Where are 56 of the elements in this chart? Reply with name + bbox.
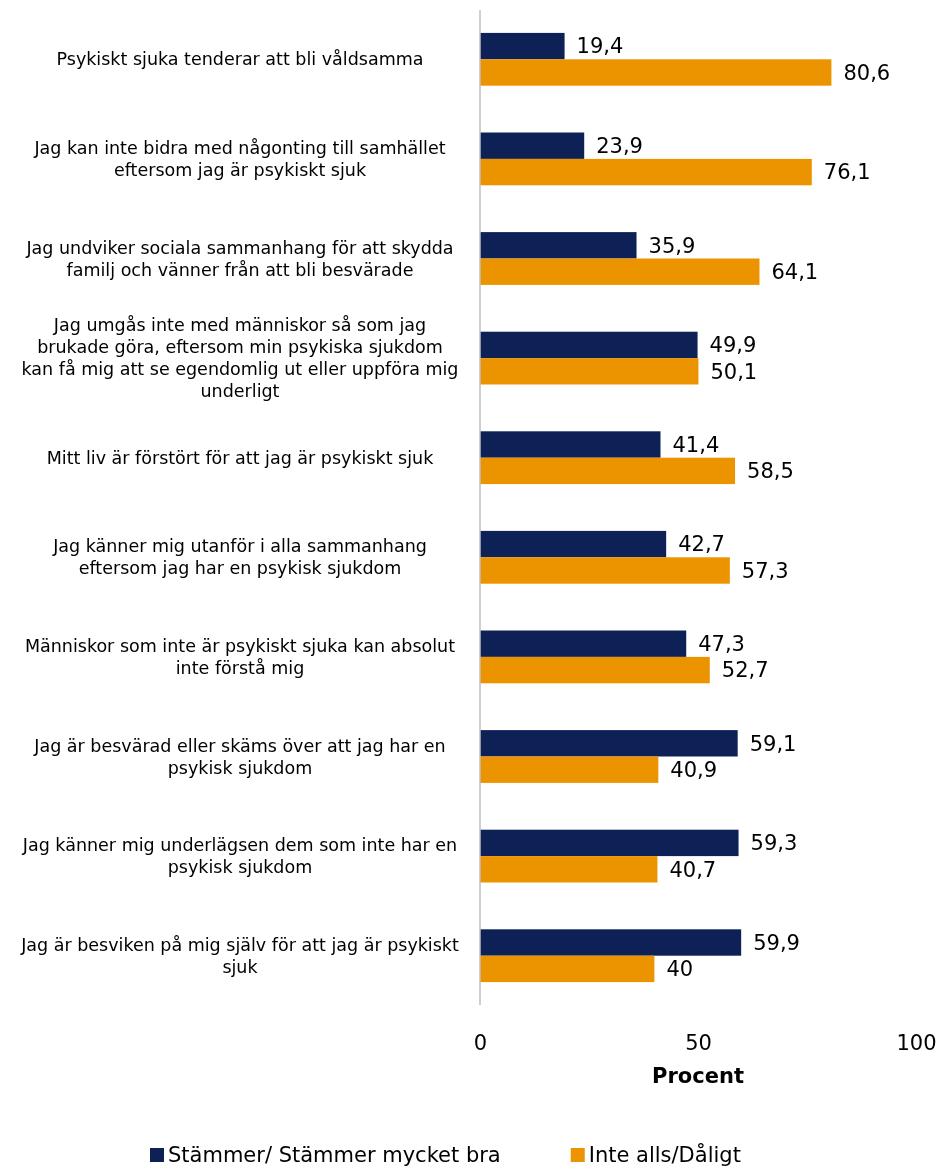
data-label: 52,7: [721, 658, 769, 683]
data-label: 42,7: [678, 532, 725, 557]
data-label: 49,9: [709, 333, 757, 358]
bar: [480, 59, 832, 86]
data-label: 50,1: [710, 359, 758, 384]
x-tick-label: 100: [896, 1030, 937, 1055]
bar: [480, 258, 760, 285]
data-label: 47,3: [698, 632, 745, 657]
bar: [480, 457, 736, 485]
y-tick-label: Jag känner mig utanför i alla sammanhang eftersom jag har en psykisk sjukdom: [52, 536, 427, 579]
y-tick-label: Jag känner mig underlägsen dem som inte har en psykisk sjukdom: [21, 835, 458, 878]
data-label: 76,1: [823, 160, 871, 185]
data-label: 35,9: [648, 233, 696, 258]
bar: [480, 557, 730, 584]
legend-label: Stämmer/ Stämmer mycket bra: [168, 1143, 501, 1167]
x-axis-title: Procent: [652, 1064, 744, 1088]
bar: [480, 656, 710, 684]
bar: [480, 929, 742, 956]
bar: [480, 829, 739, 857]
bar: [480, 331, 698, 359]
y-tick-label: Människor som inte är psykiskt sjuka kan absolut inte förstå mig: [24, 636, 456, 679]
data-label: 40,7: [669, 857, 717, 882]
y-tick-label: Psykiskt sjuka tenderar att bli våldsamma: [56, 49, 424, 70]
x-tick-label: 0: [473, 1030, 488, 1055]
bar: [480, 756, 659, 783]
data-label: 57,3: [741, 558, 789, 583]
bar: [480, 856, 658, 883]
bar: [480, 232, 637, 259]
y-tick-label: Jag umgås inte med människor så som jag brukade göra, eftersom min psykiska sjukdom kan få mig att se egendomlig ut eller uppföra mig underligt: [21, 315, 459, 402]
y-tick-label: Jag är besvärad eller skäms över att jag har en psykisk sjukdom: [33, 735, 446, 778]
bar: [480, 158, 812, 186]
bar: [480, 32, 565, 60]
y-tick-label: Jag kan inte bidra med någonting till samhället eftersom jag är psykiskt sjuk: [33, 138, 446, 181]
bar: [480, 530, 667, 558]
y-tick-label: Mitt liv är förstört för att jag är psykiskt sjuk: [46, 447, 435, 468]
y-tick-label: Jag är besviken på mig själv för att jag är psykiskt sjuk: [20, 934, 459, 977]
data-label: 41,4: [672, 432, 720, 457]
data-label: 19,4: [576, 34, 624, 59]
legend-label: Inte alls/Dåligt: [588, 1142, 741, 1167]
bar: [480, 431, 661, 458]
bar: [480, 955, 655, 983]
y-tick-label: Jag undviker sociala sammanhang för att skydda familj och vänner från att bli besvärade: [25, 237, 454, 280]
bar: [480, 132, 585, 159]
data-label: 23,9: [596, 134, 643, 159]
bar: [480, 358, 699, 385]
data-label: 59,3: [750, 831, 798, 856]
data-label: 58,5: [747, 459, 794, 484]
bar: [480, 630, 687, 657]
data-label: 64,1: [771, 260, 819, 285]
data-label: 40: [666, 957, 694, 982]
data-label: 59,9: [753, 930, 800, 955]
data-label: 40,9: [670, 758, 718, 783]
data-label: 80,6: [843, 60, 891, 85]
bar: [480, 730, 738, 757]
data-label: 59,1: [749, 731, 797, 756]
x-tick-label: 50: [685, 1030, 712, 1055]
